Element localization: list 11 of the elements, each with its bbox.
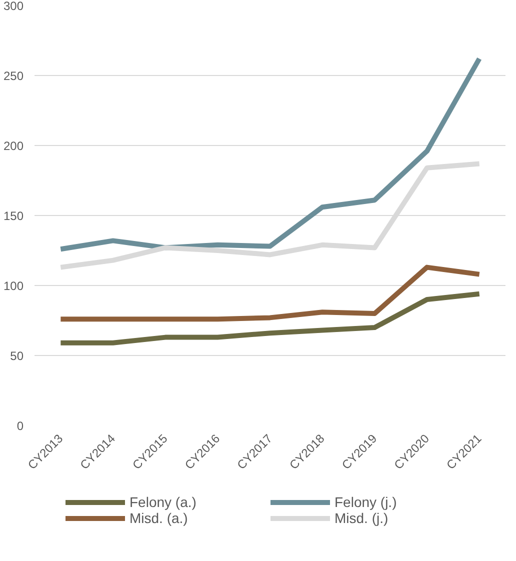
y-tick-label: 200 (3, 139, 24, 153)
legend-label: Felony (j.) (334, 494, 398, 510)
y-tick-label: 100 (3, 279, 24, 293)
y-tick-label: 250 (3, 69, 24, 83)
legend-label: Felony (a.) (130, 494, 198, 510)
y-tick-label: 150 (3, 209, 24, 223)
legend-label: Misd. (a.) (130, 510, 189, 526)
legend-label: Misd. (j.) (334, 510, 390, 526)
y-tick-label: 0 (16, 419, 24, 433)
y-tick-label: 50 (10, 349, 24, 363)
y-tick-label: 300 (3, 0, 24, 13)
